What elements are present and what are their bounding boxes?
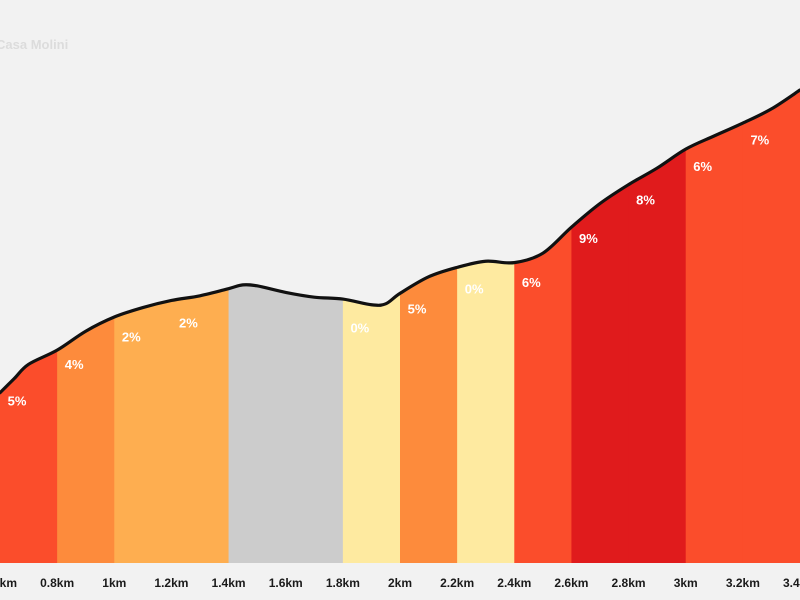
x-tick-label-1: 0.8km: [40, 576, 74, 590]
grade-label-8: 6%: [522, 275, 541, 290]
x-tick-label-11: 2.8km: [612, 576, 646, 590]
grade-label-1: 4%: [65, 357, 84, 372]
x-tick-label-2: 1km: [102, 576, 126, 590]
x-tick-label-6: 1.8km: [326, 576, 360, 590]
grade-label-5: 0%: [350, 320, 369, 335]
x-tick-label-10: 2.6km: [554, 576, 588, 590]
grade-label-10: 8%: [636, 193, 655, 208]
x-tick-label-4: 1.4km: [212, 576, 246, 590]
place-label: Casa Molini: [0, 37, 68, 52]
x-tick-label-8: 2.2km: [440, 576, 474, 590]
grade-label-2: 2%: [122, 329, 141, 344]
grade-label-6: 5%: [408, 301, 427, 316]
x-tick-label-3: 1.2km: [154, 576, 188, 590]
x-tick-label-14: 3.4km: [783, 576, 800, 590]
grade-label-11: 6%: [693, 159, 712, 174]
grade-label-0: 5%: [8, 394, 27, 409]
grade-label-7: 0%: [465, 282, 484, 297]
x-tick-label-5: 1.6km: [269, 576, 303, 590]
grade-label-9: 9%: [579, 231, 598, 246]
elevation-profile-line: [0, 88, 800, 395]
grade-labels: 5% 4% 2% 2% 0% 5% 0% 6% 9% 8% 6% 7%: [8, 133, 770, 409]
x-tick-label-7: 2km: [388, 576, 412, 590]
x-tick-label-0: 0.6km: [0, 576, 17, 590]
grade-segment-12: [742, 90, 800, 563]
x-tick-label-12: 3km: [674, 576, 698, 590]
grade-label-3: 2%: [179, 316, 198, 331]
grade-label-12: 7%: [750, 133, 769, 148]
x-tick-label-13: 3.2km: [726, 576, 760, 590]
x-axis-tick-labels: 0.6km 0.8km 1km 1.2km 1.4km 1.6km 1.8km 2km 2.2k…: [0, 576, 800, 590]
x-tick-label-9: 2.4km: [497, 576, 531, 590]
